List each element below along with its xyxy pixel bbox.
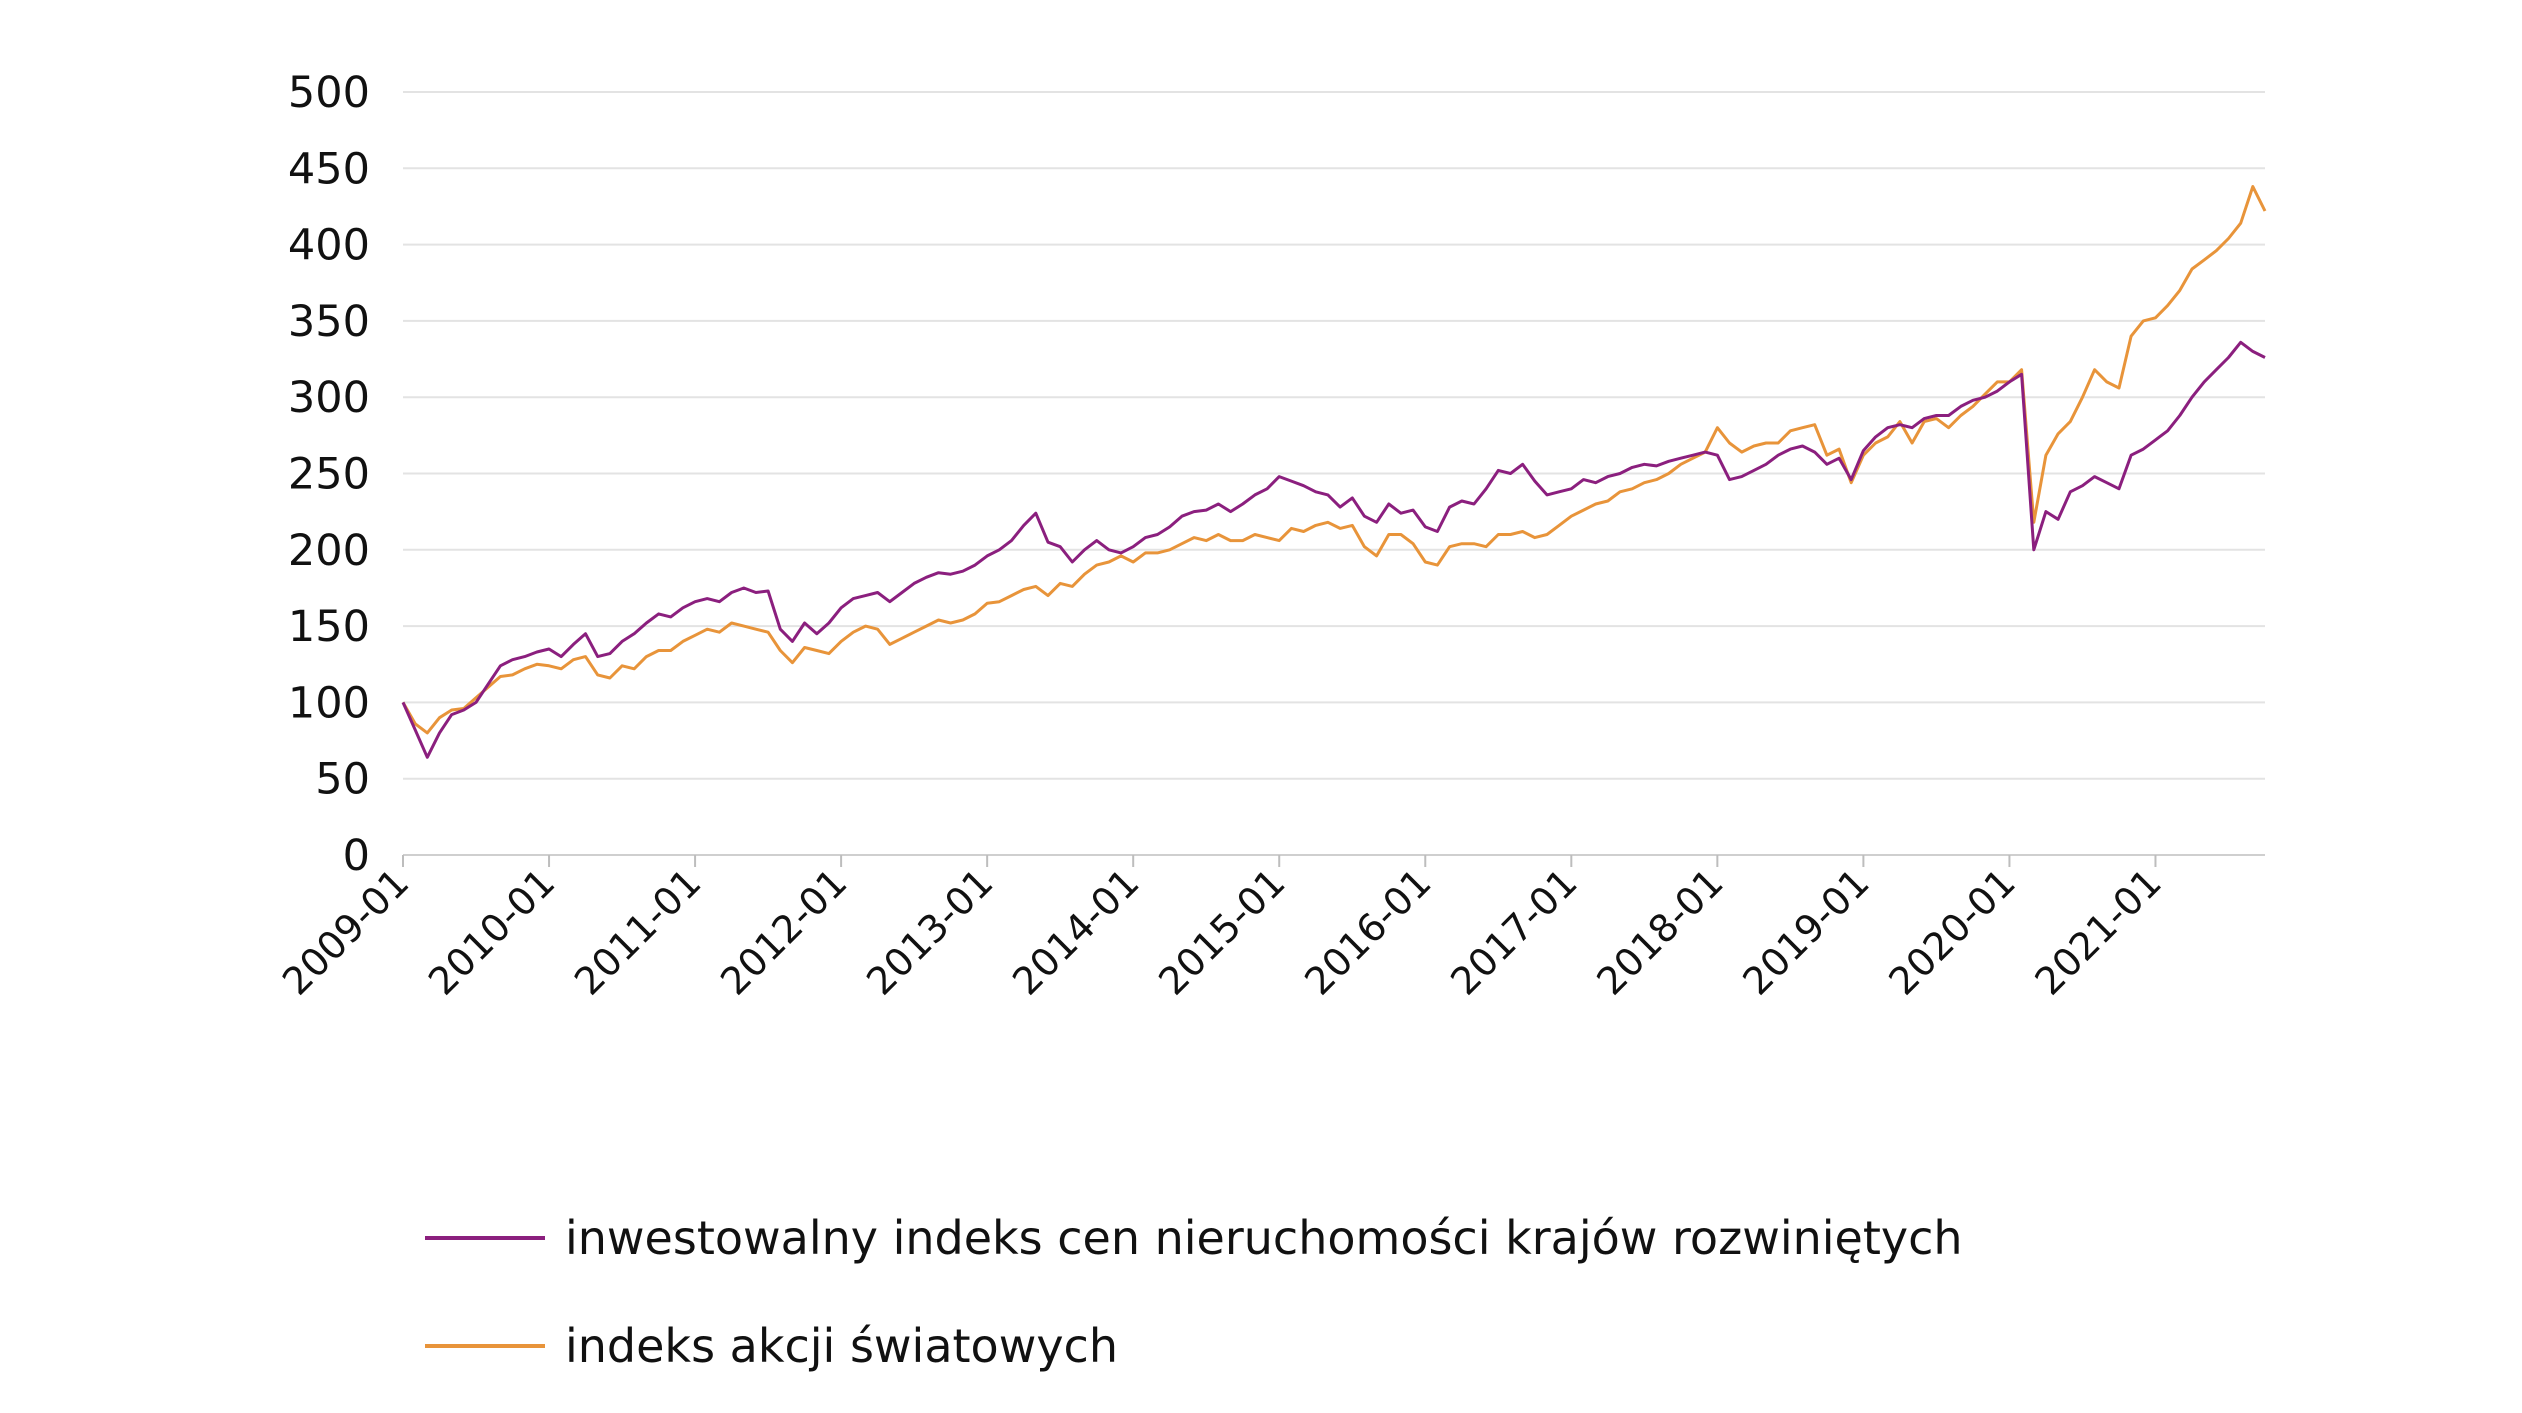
legend-item-equities: indeks akcji światowych [425, 1316, 1118, 1376]
x-tick-label: 2011-01 [566, 860, 709, 1003]
x-tick-label: 2013-01 [858, 860, 1001, 1003]
y-tick-label: 400 [288, 221, 370, 271]
y-tick-label: 350 [288, 297, 370, 347]
x-tick-label: 2018-01 [1588, 860, 1731, 1003]
y-tick-label: 0 [343, 831, 370, 881]
x-axis-ticks: 2009-01 2010-01 2011-01 2012-01 2013-01 2014-… [274, 855, 2170, 1004]
x-tick-label: 2017-01 [1442, 860, 1585, 1003]
x-tick-label: 2020-01 [1880, 860, 2023, 1003]
series-line-1 [401, 185, 2267, 735]
x-tick-label: 2010-01 [420, 860, 563, 1003]
y-tick-label: 100 [288, 678, 370, 728]
y-tick-label: 500 [288, 68, 370, 118]
x-tick-label: 2014-01 [1004, 860, 1147, 1003]
y-axis-ticks: 0 50 100 150 200 250 300 350 400 450 500 [288, 68, 370, 881]
legend-swatch-equities [425, 1344, 545, 1348]
y-tick-label: 50 [315, 755, 370, 805]
x-tick-label: 2016-01 [1296, 860, 1439, 1003]
y-tick-label: 150 [288, 602, 370, 652]
y-tick-label: 250 [288, 450, 370, 500]
x-tick-label: 2021-01 [2026, 860, 2169, 1003]
x-tick-label: 2019-01 [1734, 860, 1877, 1003]
legend-label-real-estate: inwestowalny indeks cen nieruchomości kr… [565, 1211, 1963, 1265]
legend-label-equities: indeks akcji światowych [565, 1319, 1118, 1373]
y-tick-label: 450 [288, 144, 370, 194]
x-tick-label: 2015-01 [1150, 860, 1293, 1003]
legend-item-real-estate: inwestowalny indeks cen nieruchomości kr… [425, 1208, 1963, 1268]
y-tick-label: 300 [288, 373, 370, 423]
legend-swatch-real-estate [425, 1236, 545, 1240]
y-tick-label: 200 [288, 526, 370, 576]
series-line-0 [401, 340, 2266, 759]
gridlines [403, 91, 2265, 780]
series-lines [401, 185, 2267, 759]
x-tick-label: 2012-01 [712, 860, 855, 1003]
x-tick-label: 2009-01 [274, 860, 417, 1003]
